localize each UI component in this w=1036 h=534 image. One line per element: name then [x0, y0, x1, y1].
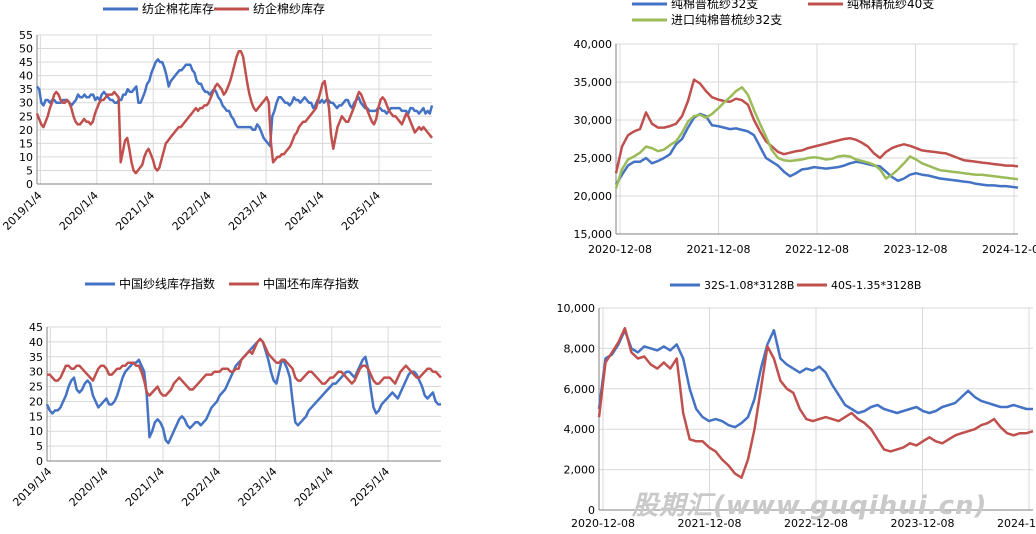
legend-label: 40S-1.35*3128B [831, 279, 921, 292]
y-tick-label: 15,000 [574, 228, 613, 241]
series-line-2 [614, 78, 1019, 174]
x-tick-label: 2019/1/4 [10, 465, 54, 509]
y-tick-label: 10 [29, 425, 43, 438]
y-tick-label: 20 [19, 124, 33, 137]
x-tick-label: 2024/1/4 [283, 189, 327, 233]
y-tick-label: 10,000 [557, 302, 596, 315]
watermark-text: 股期汇(www.guqihui.cn) [632, 491, 988, 521]
y-tick-label: 30,000 [574, 114, 613, 127]
series-line-3 [614, 86, 1019, 189]
x-tick-label: 2020/1/4 [57, 189, 101, 233]
legend-label: 纺企棉纱库存 [253, 1, 325, 16]
x-tick-label: 2023-12-08 [891, 517, 955, 530]
series-line-2 [35, 50, 433, 175]
x-tick-label: 2019/1/4 [0, 189, 44, 233]
chart-yarn-fabric-index: 0 5 10 15 2025 30 35 40 45 2019/1/4 2020/1/4 2021/1… [10, 276, 442, 509]
y-tick-label: 30 [19, 97, 33, 110]
legend-label: 进口纯棉普梳纱32支 [671, 12, 782, 27]
y-tick-label: 45 [19, 56, 33, 69]
y-tick-label: 15 [29, 410, 43, 423]
x-tick-label: 2021-12-08 [678, 517, 742, 530]
x-tick-label: 2025/1/4 [339, 189, 383, 233]
y-tick-label: 40 [29, 336, 43, 349]
x-tick-label: 2023/1/4 [236, 465, 280, 509]
y-tick-label: 5 [26, 164, 33, 177]
series-line-1 [45, 337, 441, 445]
x-tick-label: 2022/1/4 [170, 189, 214, 233]
y-tick-label: 5 [36, 440, 43, 453]
series-line-2 [597, 326, 1034, 479]
x-tick-label: 2020-12-08 [571, 517, 635, 530]
series-line-2 [47, 337, 442, 397]
y-tick-label: 15 [19, 137, 33, 150]
x-tick-label: 2021-12-08 [687, 243, 751, 256]
x-tick-label: 2022-12-08 [785, 243, 849, 256]
y-tick-label: 0 [36, 455, 43, 468]
x-tick-label: 2023/1/4 [226, 189, 270, 233]
y-tick-label: 8,000 [564, 342, 596, 355]
x-tick-label: 2021/1/4 [113, 189, 157, 233]
y-tick-label: 55 [19, 29, 33, 42]
legend-label: 中国纱线库存指数 [119, 276, 215, 291]
x-tick-label: 2024-12-08 [982, 243, 1036, 256]
y-tick-label: 10 [19, 151, 33, 164]
y-tick-label: 30 [29, 366, 43, 379]
legend-label: 纺企棉花库存 [142, 1, 214, 16]
x-tick-label: 2021/1/4 [123, 465, 167, 509]
y-tick-label: 25,000 [574, 152, 613, 165]
legend-label: 纯棉精梳纱40支 [847, 0, 934, 11]
y-tick-label: 45 [29, 321, 43, 334]
y-tick-label: 4,000 [564, 423, 596, 436]
x-tick-label: 2022-12-08 [784, 517, 848, 530]
y-tick-label: 0 [588, 504, 595, 517]
x-tick-label: 2024/1/4 [292, 465, 336, 509]
y-tick-label: 50 [19, 43, 33, 56]
x-tick-label: 2022/1/4 [179, 465, 223, 509]
y-tick-label: 0 [26, 178, 33, 191]
y-tick-label: 6,000 [564, 383, 596, 396]
chart-yarn-prices: 15,000 20,000 25,000 30,000 35,000 40,000 2020… [574, 0, 1036, 256]
x-tick-label: 2020-12-08 [588, 243, 652, 256]
y-tick-label: 35 [29, 351, 43, 364]
y-tick-label: 25 [29, 381, 43, 394]
x-tick-label: 2024-12-08 [997, 517, 1036, 530]
y-tick-label: 25 [19, 110, 33, 123]
legend-label: 中国坯布库存指数 [263, 276, 359, 291]
x-tick-label: 2023-12-08 [884, 243, 948, 256]
series-line-1 [614, 112, 1019, 189]
x-tick-label: 2020/1/4 [67, 465, 111, 509]
y-tick-label: 2,000 [564, 464, 596, 477]
x-tick-label: 2025/1/4 [348, 465, 392, 509]
series-line-1 [597, 328, 1033, 429]
legend-label: 纯棉普梳纱32支 [671, 0, 758, 11]
y-tick-label: 40,000 [574, 38, 613, 51]
y-tick-label: 20 [29, 395, 43, 408]
y-tick-label: 35 [19, 83, 33, 96]
y-tick-label: 20,000 [574, 190, 613, 203]
y-tick-label: 40 [19, 70, 33, 83]
y-tick-label: 35,000 [574, 76, 613, 89]
chart-yarn-spread: 0 2,000 4,000 6,000 8,000 10,000 2020-12-08 202… [557, 279, 1036, 530]
legend-label: 32S-1.08*3128B [704, 279, 794, 292]
